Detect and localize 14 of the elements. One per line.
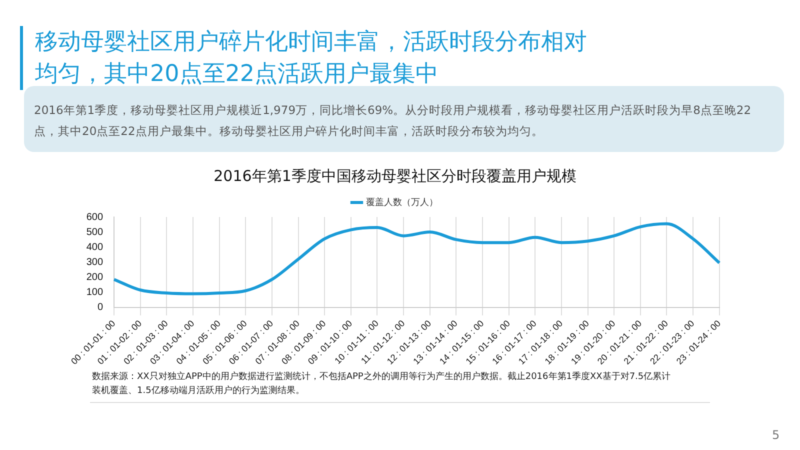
y-tick-label: 200 [86,272,104,283]
y-tick-label: 300 [86,256,104,268]
y-tick-label: 100 [86,287,104,298]
text: 2016年第1季度，移动母婴社区用户规模近1,979万，同比增长69%。从分时段用户规模看，移动母婴社区用户活跃时段为早8点至晚22点，其中20点至22点用户最集中。移动母婴社区用户碎片化时间丰富，活跃时段分布较为均匀。 [24,86,784,152]
line-series [112,222,721,296]
y-tick-label: 600 [86,212,104,223]
text: 移动母婴社区用户碎片化时间丰富，活跃时段分布相对均匀，其中20点至22点活跃用户最集中 [20,26,595,90]
legend-label: 覆盖人数（万人） [366,196,438,207]
y-tick-label: 500 [86,226,104,238]
source-note: 数据来源：XX只对独立APP中的用户数据进行监测统计，不包括APP之外的调用等行为产生的用户数据。截止2016年第1季度XX基于对7.5亿累计装机覆盖、1.5亿移动端月活跃用户的行为监测结果。 [92,370,672,398]
text: 5 [772,428,780,442]
y-tick-label: 400 [86,242,104,253]
chart-title: 2016年第1季度中国移动母婴社区分时段覆盖用户规模 [214,166,576,185]
y-tick-label: 0 [97,302,104,314]
